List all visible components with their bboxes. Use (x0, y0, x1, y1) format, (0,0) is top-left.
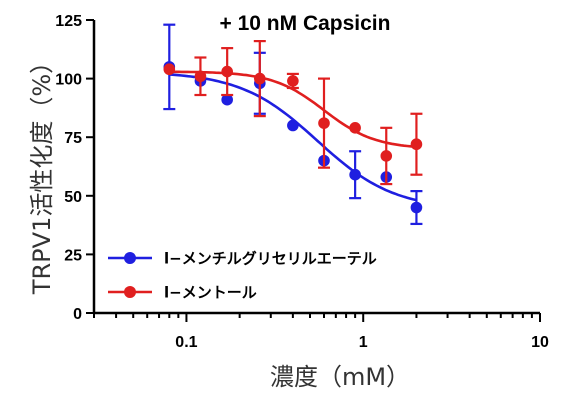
fit-curve (169, 73, 417, 202)
x-tick-label: 0.1 (175, 334, 197, 351)
data-point (380, 150, 393, 162)
data-point (410, 138, 423, 151)
data-point (194, 70, 207, 83)
y-tick-label: 50 (64, 189, 82, 206)
y-tick-label: 75 (64, 130, 82, 147)
fit-curve (169, 70, 417, 149)
plot-area: 0 25 50 75 100 125 0.1 1 10 (55, 13, 549, 351)
x-tick-label: 1 (359, 334, 368, 351)
data-point (253, 72, 266, 85)
data-point (318, 117, 330, 129)
data-point (163, 63, 176, 76)
data-point (287, 119, 299, 132)
x-tick-label: 10 (531, 334, 549, 351)
legend-marker (124, 286, 136, 298)
legend-label: l−メンチルグリセリルエーテル (164, 250, 377, 268)
legend-marker (124, 252, 136, 264)
data-point (287, 75, 299, 87)
legend-label: l−メントール (164, 284, 257, 302)
y-tick-label: 125 (55, 13, 82, 30)
chart-title: + 10 nM Capsicin (220, 12, 391, 35)
x-axis-title: 濃度（mM） (270, 363, 410, 391)
y-tick-label: 25 (64, 247, 82, 264)
y-tick-label: 100 (55, 72, 82, 89)
data-point (349, 122, 361, 134)
data-point (221, 93, 233, 106)
y-tick-label: 0 (73, 306, 82, 323)
y-axis-title: TRPV1活性化度（%） (28, 50, 56, 295)
legend: l−メンチルグリセリルエーテル l−メントール (108, 250, 377, 302)
data-point (410, 201, 423, 214)
data-point (221, 65, 233, 78)
data-point (349, 168, 361, 181)
